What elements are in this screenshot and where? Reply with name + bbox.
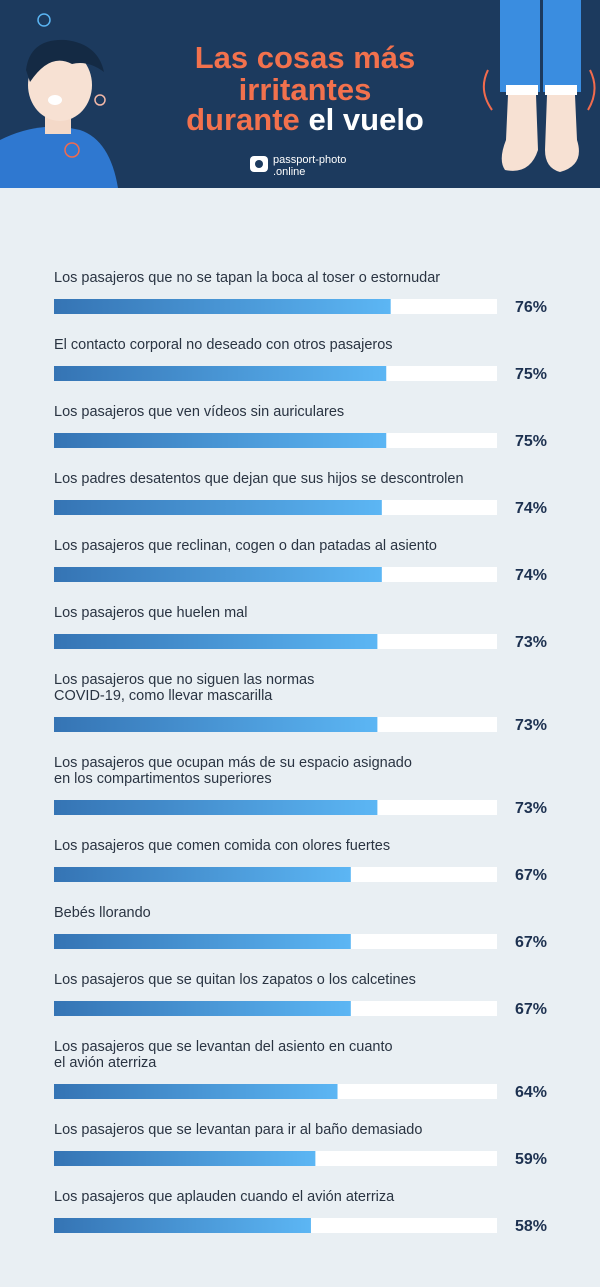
bar	[54, 1218, 311, 1233]
logo-text: passport-photo	[273, 154, 346, 166]
title-part: el vuelo	[308, 102, 423, 137]
title-line: irritantes	[239, 72, 372, 107]
value-label: 76%	[515, 299, 547, 316]
title-part: durante	[186, 102, 300, 137]
bar	[54, 500, 382, 515]
category-label: Los pasajeros que comen comida con olore…	[54, 838, 390, 854]
value-label: 73%	[515, 634, 547, 651]
value-label: 75%	[515, 366, 547, 383]
category-label: Los pasajeros que no siguen las normas CO…	[54, 672, 314, 704]
bar	[54, 433, 387, 448]
bar	[54, 717, 378, 732]
bar	[54, 1151, 316, 1166]
value-label: 74%	[515, 567, 547, 584]
title-line: Las cosas más	[195, 40, 416, 75]
category-label: Bebés llorando	[54, 905, 151, 921]
value-label: 58%	[515, 1218, 547, 1235]
category-label: Los pasajeros que ocupan más de su espac…	[54, 755, 412, 787]
value-label: 67%	[515, 867, 547, 884]
category-label: Los pasajeros que no se tapan la boca al…	[54, 270, 440, 286]
bar	[54, 867, 351, 882]
bar	[54, 299, 391, 314]
bar	[54, 1001, 351, 1016]
category-label: Los pasajeros que reclinan, cogen o dan …	[54, 538, 437, 554]
category-label: Los pasajeros que se quitan los zapatos …	[54, 972, 416, 988]
value-label: 64%	[515, 1084, 547, 1101]
bar	[54, 934, 351, 949]
category-label: Los pasajeros que huelen mal	[54, 605, 247, 621]
bar	[54, 634, 378, 649]
illustration-person	[0, 13, 118, 188]
value-label: 67%	[515, 1001, 547, 1018]
category-label: Los pasajeros que se levantan para ir al…	[54, 1122, 422, 1138]
value-label: 73%	[515, 717, 547, 734]
category-label: El contacto corporal no deseado con otro…	[54, 337, 393, 353]
logo-text: .online	[273, 166, 305, 178]
title-line: durante el vuelo	[186, 102, 424, 137]
category-label: Los padres desatentos que dejan que sus …	[54, 471, 464, 487]
bar	[54, 800, 378, 815]
bar	[54, 366, 387, 381]
illustration-feet	[482, 0, 596, 172]
category-label: Los pasajeros que aplauden cuando el avi…	[54, 1189, 395, 1205]
value-label: 74%	[515, 500, 547, 517]
value-label: 75%	[515, 433, 547, 450]
bar	[54, 1084, 338, 1099]
logo: passport-photo .online	[250, 154, 346, 178]
category-label: Los pasajeros que se levantan del asient…	[54, 1039, 393, 1071]
bar	[54, 567, 382, 582]
value-label: 59%	[515, 1151, 547, 1168]
value-label: 67%	[515, 934, 547, 951]
category-label: Los pasajeros que ven vídeos sin auricul…	[54, 404, 344, 420]
value-label: 73%	[515, 800, 547, 817]
